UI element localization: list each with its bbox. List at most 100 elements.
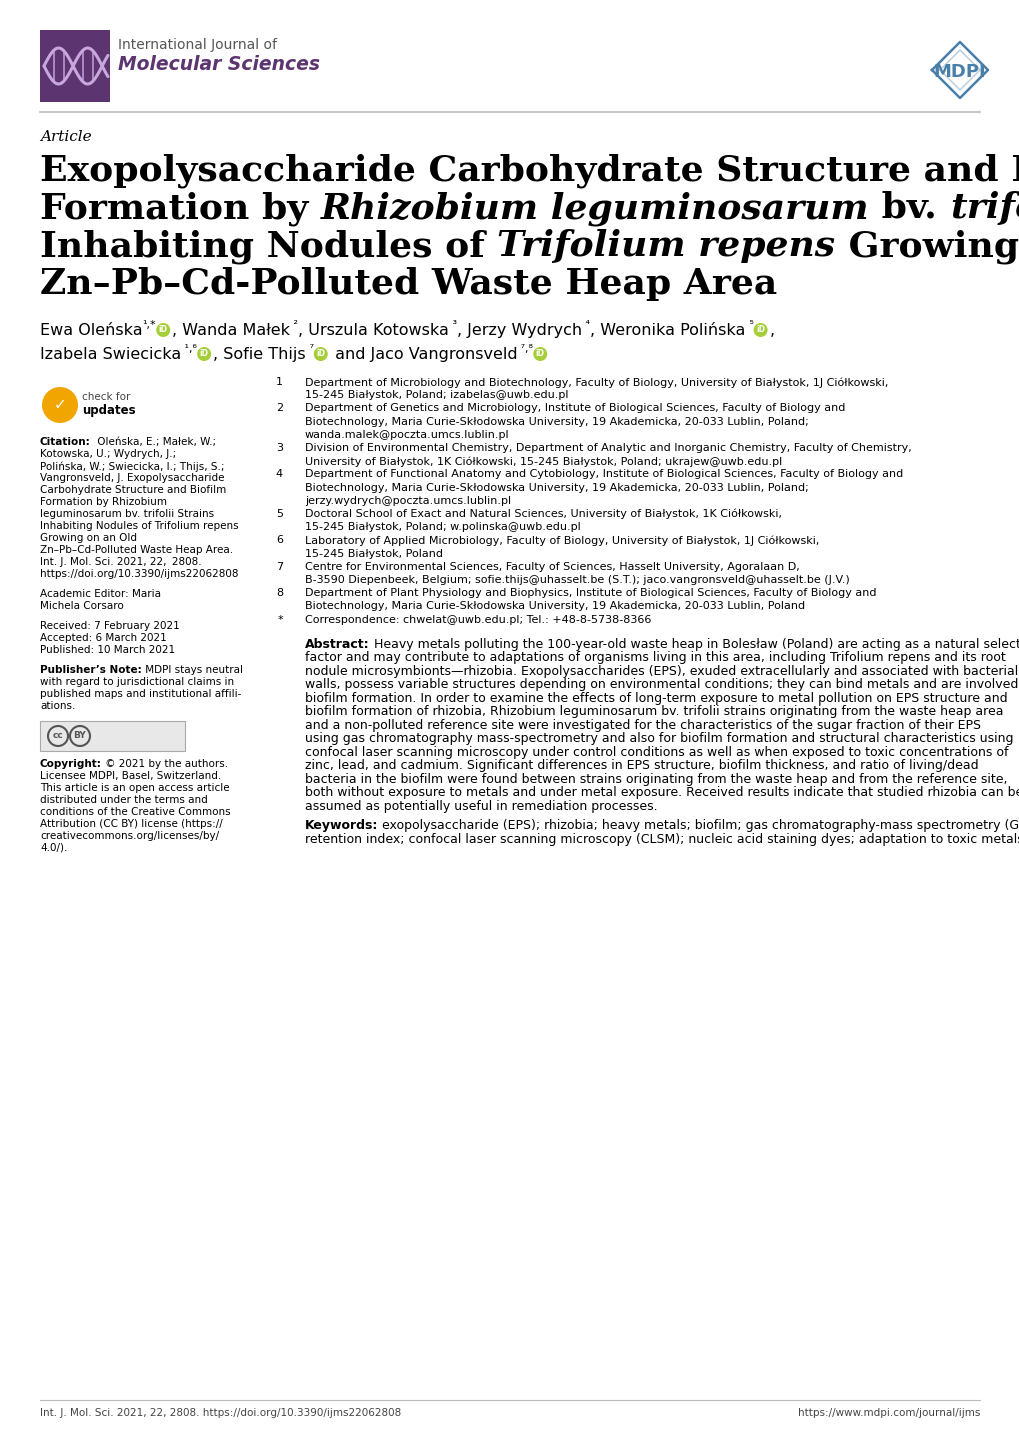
Text: , Wanda Małek: , Wanda Małek xyxy=(172,323,290,337)
Text: Citation:: Citation: xyxy=(40,437,91,447)
Text: 6: 6 xyxy=(276,535,282,545)
Text: 5: 5 xyxy=(276,509,282,519)
Text: ⁴: ⁴ xyxy=(582,320,590,330)
Circle shape xyxy=(197,348,211,360)
Text: Academic Editor: Maria: Academic Editor: Maria xyxy=(40,588,161,598)
Text: assumed as potentially useful in remediation processes.: assumed as potentially useful in remedia… xyxy=(305,800,657,813)
Text: walls, possess variable structures depending on environmental conditions; they c: walls, possess variable structures depen… xyxy=(305,678,1019,691)
Text: Doctoral School of Exact and Natural Sciences, University of Białystok, 1K Ciółk: Doctoral School of Exact and Natural Sci… xyxy=(305,509,782,519)
Text: Zn–Pb–Cd-Polluted Waste Heap Area.: Zn–Pb–Cd-Polluted Waste Heap Area. xyxy=(40,545,233,555)
Text: conditions of the Creative Commons: conditions of the Creative Commons xyxy=(40,808,230,818)
Text: ²: ² xyxy=(290,320,298,330)
Circle shape xyxy=(42,386,77,423)
Text: , Urszula Kotowska: , Urszula Kotowska xyxy=(298,323,448,337)
Text: ✓: ✓ xyxy=(54,398,66,412)
Text: and a non-polluted reference site were investigated for the characteristics of t: and a non-polluted reference site were i… xyxy=(305,718,980,731)
Text: leguminosarum bv. trifolii Strains: leguminosarum bv. trifolii Strains xyxy=(40,509,214,519)
Text: check for: check for xyxy=(82,392,130,402)
Text: Attribution (CC BY) license (https://: Attribution (CC BY) license (https:// xyxy=(40,819,222,829)
Text: ³: ³ xyxy=(448,320,457,330)
Text: MDPI stays neutral: MDPI stays neutral xyxy=(142,665,243,675)
Text: Vangronsveld, J. Exopolysaccharide: Vangronsveld, J. Exopolysaccharide xyxy=(40,473,224,483)
Text: ¹,⁶: ¹,⁶ xyxy=(181,345,197,353)
Text: Growing on an Old: Growing on an Old xyxy=(40,534,137,544)
Text: Izabela Swiecicka: Izabela Swiecicka xyxy=(40,348,181,362)
Text: Formation by: Formation by xyxy=(40,190,321,225)
Text: Biotechnology, Maria Curie-Skłodowska University, 19 Akademicka, 20-033 Lublin, : Biotechnology, Maria Curie-Skłodowska Un… xyxy=(305,417,808,427)
Text: 1: 1 xyxy=(276,376,282,386)
Text: Growing on an Old: Growing on an Old xyxy=(835,229,1019,264)
Text: ,: , xyxy=(769,323,774,337)
Text: Abstract:: Abstract: xyxy=(305,637,369,650)
Text: , Jerzy Wydrych: , Jerzy Wydrych xyxy=(457,323,582,337)
Text: Published: 10 March 2021: Published: 10 March 2021 xyxy=(40,645,175,655)
Text: nodule microsymbionts—rhizobia. Exopolysaccharides (EPS), exuded extracellularly: nodule microsymbionts—rhizobia. Exopolys… xyxy=(305,665,1019,678)
Text: MDPI: MDPI xyxy=(932,63,985,81)
Text: 15-245 Białystok, Poland; izabelas@uwb.edu.pl: 15-245 Białystok, Poland; izabelas@uwb.e… xyxy=(305,391,568,401)
Text: B-3590 Diepenbeek, Belgium; sofie.thijs@uhasselt.be (S.T.); jaco.vangronsveld@uh: B-3590 Diepenbeek, Belgium; sofie.thijs@… xyxy=(305,575,849,585)
Text: Publisher’s Note:: Publisher’s Note: xyxy=(40,665,142,675)
Circle shape xyxy=(314,348,327,360)
Text: 15-245 Białystok, Poland; w.polinska@uwb.edu.pl: 15-245 Białystok, Poland; w.polinska@uwb… xyxy=(305,522,580,532)
Text: ⁷: ⁷ xyxy=(306,345,314,353)
Text: retention index; confocal laser scanning microscopy (CLSM); nucleic acid stainin: retention index; confocal laser scanning… xyxy=(305,833,1019,846)
Text: Polińska, W.; Swiecicka, I.; Thijs, S.;: Polińska, W.; Swiecicka, I.; Thijs, S.; xyxy=(40,461,224,472)
Text: cc: cc xyxy=(53,731,63,741)
Text: Inhabiting Nodules of: Inhabiting Nodules of xyxy=(40,229,497,264)
Text: Copyright:: Copyright: xyxy=(40,758,102,769)
Text: Carbohydrate Structure and Biofilm: Carbohydrate Structure and Biofilm xyxy=(40,485,226,495)
Text: Biotechnology, Maria Curie-Skłodowska University, 19 Akademicka, 20-033 Lublin, : Biotechnology, Maria Curie-Skłodowska Un… xyxy=(305,483,808,493)
Text: University of Białystok, 1K Ciółkowski, 15-245 Białystok, Poland; ukrajew@uwb.ed: University of Białystok, 1K Ciółkowski, … xyxy=(305,456,782,467)
Text: Molecular Sciences: Molecular Sciences xyxy=(118,55,320,74)
Text: https://www.mdpi.com/journal/ijms: https://www.mdpi.com/journal/ijms xyxy=(797,1407,979,1417)
Text: wanda.malek@poczta.umcs.lublin.pl: wanda.malek@poczta.umcs.lublin.pl xyxy=(305,430,510,440)
Text: Accepted: 6 March 2021: Accepted: 6 March 2021 xyxy=(40,633,166,643)
Text: creativecommons.org/licenses/by/: creativecommons.org/licenses/by/ xyxy=(40,831,219,841)
Text: Keywords:: Keywords: xyxy=(305,819,378,832)
Text: Exopolysaccharide Carbohydrate Structure and Biofilm: Exopolysaccharide Carbohydrate Structure… xyxy=(40,153,1019,187)
Text: Department of Plant Physiology and Biophysics, Institute of Biological Sciences,: Department of Plant Physiology and Bioph… xyxy=(305,588,875,598)
Text: Department of Genetics and Microbiology, Institute of Biological Sciences, Facul: Department of Genetics and Microbiology,… xyxy=(305,404,845,414)
Text: ⁵: ⁵ xyxy=(745,320,753,330)
Text: *: * xyxy=(277,614,282,624)
Text: with regard to jurisdictional claims in: with regard to jurisdictional claims in xyxy=(40,676,234,686)
Text: Correspondence: chwelat@uwb.edu.pl; Tel.: +48-8-5738-8366: Correspondence: chwelat@uwb.edu.pl; Tel.… xyxy=(305,614,651,624)
Text: distributed under the terms and: distributed under the terms and xyxy=(40,795,208,805)
Text: both without exposure to metals and under metal exposure. Received results indic: both without exposure to metals and unde… xyxy=(305,786,1019,799)
Text: and Jaco Vangronsveld: and Jaco Vangronsveld xyxy=(329,348,517,362)
Circle shape xyxy=(753,323,767,337)
Text: Department of Functional Anatomy and Cytobiology, Institute of Biological Scienc: Department of Functional Anatomy and Cyt… xyxy=(305,470,903,479)
Text: bacteria in the biofilm were found between strains originating from the waste he: bacteria in the biofilm were found betwe… xyxy=(305,773,1007,786)
Bar xyxy=(40,721,184,751)
Text: using gas chromatography mass-spectrometry and also for biofilm formation and st: using gas chromatography mass-spectromet… xyxy=(305,733,1013,746)
Text: updates: updates xyxy=(82,404,136,417)
Text: Biotechnology, Maria Curie-Skłodowska University, 19 Akademicka, 20-033 Lublin, : Biotechnology, Maria Curie-Skłodowska Un… xyxy=(305,601,804,611)
Text: ⁷,⁸: ⁷,⁸ xyxy=(517,345,533,353)
Text: exopolysaccharide (EPS); rhizobia; heavy metals; biofilm; gas chromatography-mas: exopolysaccharide (EPS); rhizobia; heavy… xyxy=(378,819,1019,832)
Text: https://doi.org/10.3390/ijms22062808: https://doi.org/10.3390/ijms22062808 xyxy=(40,570,238,580)
Text: 15-245 Białystok, Poland: 15-245 Białystok, Poland xyxy=(305,548,442,558)
Text: Int. J. Mol. Sci. 2021, 22, 2808. https://doi.org/10.3390/ijms22062808: Int. J. Mol. Sci. 2021, 22, 2808. https:… xyxy=(40,1407,400,1417)
Text: 2: 2 xyxy=(275,404,282,414)
Text: 4.0/).: 4.0/). xyxy=(40,844,67,854)
Text: Ewa Oleńska: Ewa Oleńska xyxy=(40,323,143,337)
Text: iD: iD xyxy=(200,349,209,359)
Text: Division of Environmental Chemistry, Department of Analytic and Inorganic Chemis: Division of Environmental Chemistry, Dep… xyxy=(305,443,911,453)
Text: This article is an open access article: This article is an open access article xyxy=(40,783,229,793)
Text: Centre for Environmental Sciences, Faculty of Sciences, Hasselt University, Agor: Centre for Environmental Sciences, Facul… xyxy=(305,562,799,572)
Text: biofilm formation. In order to examine the effects of long-term exposure to meta: biofilm formation. In order to examine t… xyxy=(305,692,1007,705)
Text: jerzy.wydrych@poczta.umcs.lublin.pl: jerzy.wydrych@poczta.umcs.lublin.pl xyxy=(305,496,511,506)
Text: 3: 3 xyxy=(276,443,282,453)
Text: Department of Microbiology and Biotechnology, Faculty of Biology, University of : Department of Microbiology and Biotechno… xyxy=(305,376,888,388)
Text: Received: 7 February 2021: Received: 7 February 2021 xyxy=(40,622,179,632)
Circle shape xyxy=(156,323,170,337)
Text: , Weronika Polińska: , Weronika Polińska xyxy=(590,323,745,337)
Text: 7: 7 xyxy=(275,562,282,572)
Text: © 2021 by the authors.: © 2021 by the authors. xyxy=(102,758,228,769)
Text: iD: iD xyxy=(755,326,764,335)
Text: Zn–Pb–Cd-Polluted Waste Heap Area: Zn–Pb–Cd-Polluted Waste Heap Area xyxy=(40,267,776,301)
Text: Michela Corsaro: Michela Corsaro xyxy=(40,601,123,611)
Text: Formation by Rhizobium: Formation by Rhizobium xyxy=(40,497,167,508)
Text: Int. J. Mol. Sci. 2021, 22,  2808.: Int. J. Mol. Sci. 2021, 22, 2808. xyxy=(40,557,202,567)
Text: Oleńska, E.; Małek, W.;: Oleńska, E.; Małek, W.; xyxy=(94,437,216,447)
